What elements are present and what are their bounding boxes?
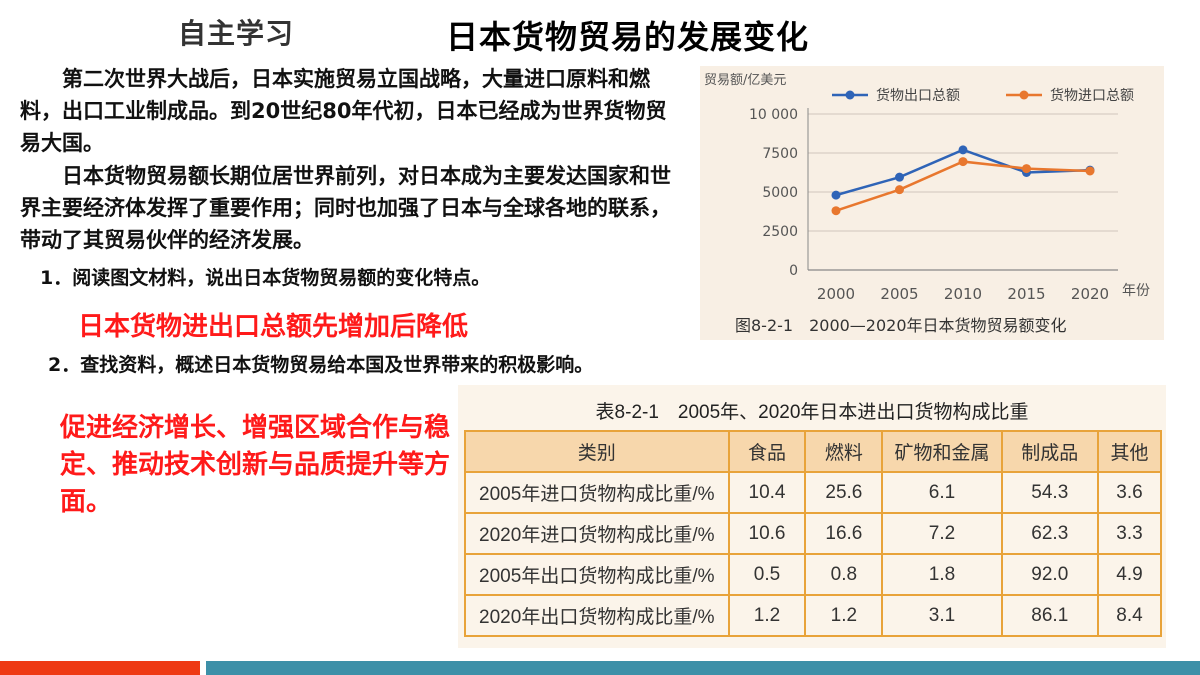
legend-label: 货物出口总额 [876, 87, 960, 104]
answer-2: 促进经济增长、增强区域合作与稳定、推动技术创新与品质提升等方面。 [60, 413, 451, 517]
trade-chart-panel: 0 2500 5000 7500 10 000 2000 2005 2010 2015 2020 贸… [700, 66, 1164, 340]
y-tick-label: 7500 [762, 146, 798, 162]
table-row: 2020年出口货物构成比重/% 1.2 1.2 3.1 86.1 8.4 [464, 594, 1163, 637]
table-cell: 3.1 [881, 594, 1003, 637]
table-cell: 1.2 [727, 594, 807, 637]
data-point [831, 206, 841, 216]
table-cell: 0.8 [804, 553, 884, 596]
table-caption: 表8-2-1 2005年、2020年日本进出口货物构成比重 [595, 402, 1029, 423]
data-point [831, 190, 841, 200]
table-header-cell: 其他 [1096, 430, 1163, 473]
x-tick-label: 2000 [817, 285, 855, 303]
table-header-cell: 燃料 [804, 430, 884, 473]
footer-bar-teal [206, 661, 1200, 675]
table-cell: 25.6 [804, 471, 884, 514]
data-point [895, 172, 904, 182]
x-tick-label: 2010 [944, 285, 982, 303]
y-tick-label: 10 000 [749, 107, 798, 123]
trade-line-chart: 0 2500 5000 7500 10 000 2000 2005 2010 2015 2020 贸… [704, 73, 1150, 335]
x-tick-label: 2005 [880, 285, 918, 303]
data-point [1085, 166, 1095, 176]
table-header-cell: 制成品 [1000, 430, 1099, 473]
table-cell: 8.4 [1096, 594, 1163, 637]
table-cell: 0.5 [727, 553, 807, 596]
question-1: 1．阅读图文材料，说出日本货物贸易额的变化特点。 [40, 267, 491, 289]
table-cell: 3.3 [1096, 512, 1163, 555]
composition-table-panel: 表8-2-1 2005年、2020年日本进出口货物构成比重 类别 食品 燃料 矿物和金… [458, 385, 1166, 648]
table-header-cell: 矿物和金属 [881, 430, 1003, 473]
table-cell: 92.0 [1000, 553, 1099, 596]
chart-caption: 图8-2-1 2000—2020年日本货物贸易额变化 [735, 316, 1067, 335]
legend-label: 货物进口总额 [1050, 87, 1134, 104]
table-header-row: 类别 食品 燃料 矿物和金属 制成品 其他 [464, 430, 1163, 473]
data-point [958, 145, 968, 155]
table-header-cell: 类别 [464, 430, 730, 473]
table-cell: 86.1 [1000, 594, 1099, 637]
intro-paragraph-1: 第二次世界大战后，日本实施贸易立国战略，大量进口原料和燃料，出口工业制成品。到2… [20, 67, 667, 155]
table-cell: 62.3 [1000, 512, 1099, 555]
answer-1: 日本货物进出口总额先增加后降低 [78, 312, 469, 342]
table-row: 2020年进口货物构成比重/% 10.6 16.6 7.2 62.3 3.3 [464, 512, 1163, 555]
table-cell: 10.6 [727, 512, 807, 555]
x-tick-label: 2020 [1071, 285, 1109, 303]
y-tick-label: 0 [789, 263, 798, 279]
data-point [1022, 164, 1031, 174]
table-row: 2005年出口货物构成比重/% 0.5 0.8 1.8 92.0 4.9 [464, 553, 1163, 596]
y-tick-label: 5000 [762, 185, 798, 201]
legend-swatch-point [845, 90, 855, 100]
series-line-import [835, 160, 1091, 212]
table-cell: 7.2 [881, 512, 1003, 555]
intro-paragraph-2: 日本货物贸易额长期位居世界前列，对日本成为主要发达国家和世界主要经济体发挥了重要… [20, 164, 671, 252]
footer-bar-red [0, 661, 200, 675]
y-axis-label: 贸易额/亿美元 [704, 73, 786, 88]
table-row-label: 2020年出口货物构成比重/% [464, 594, 730, 637]
data-point [895, 185, 904, 195]
composition-table: 类别 食品 燃料 矿物和金属 制成品 其他 2005年进口货物构成比重/% 10.4 25.6… [464, 430, 1163, 637]
table-header-cell: 食品 [727, 430, 807, 473]
question-2: 2．查找资料，概述日本货物贸易给本国及世界带来的积极影响。 [48, 354, 594, 376]
x-axis-label: 年份 [1122, 283, 1150, 299]
section-tag: 自主学习 [178, 17, 295, 50]
table-row-label: 2020年进口货物构成比重/% [464, 512, 730, 555]
table-row: 2005年进口货物构成比重/% 10.4 25.6 6.1 54.3 3.6 [464, 471, 1163, 514]
table-cell: 4.9 [1096, 553, 1163, 596]
table-cell: 1.2 [804, 594, 884, 637]
legend-swatch-point [1019, 90, 1029, 100]
table-row-label: 2005年进口货物构成比重/% [464, 471, 730, 514]
series-line-export [835, 148, 1091, 197]
table-cell: 10.4 [727, 471, 807, 514]
table-cell: 6.1 [881, 471, 1003, 514]
y-tick-label: 2500 [762, 224, 798, 240]
x-tick-label: 2015 [1007, 285, 1045, 303]
data-point [958, 157, 968, 167]
table-cell: 3.6 [1096, 471, 1163, 514]
table-cell: 54.3 [1000, 471, 1099, 514]
table-row-label: 2005年出口货物构成比重/% [464, 553, 730, 596]
table-cell: 1.8 [881, 553, 1003, 596]
table-cell: 16.6 [804, 512, 884, 555]
page-title: 日本货物贸易的发展变化 [446, 18, 810, 56]
